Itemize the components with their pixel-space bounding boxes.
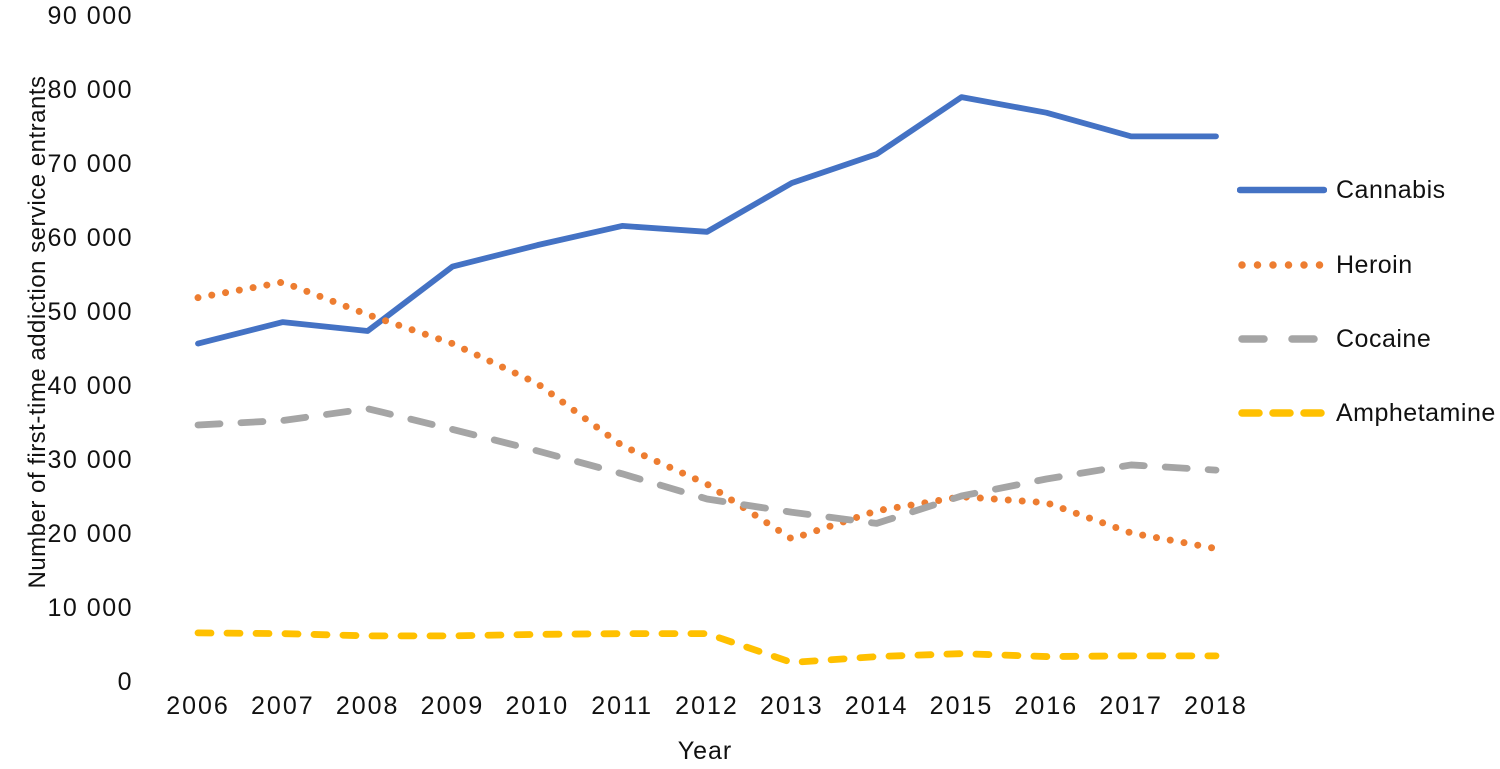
x-axis-tick-labels: 2006 2007 2008 2009 2010 2011 2012 2013 2014 2015…: [166, 692, 1248, 720]
y-tick-label: 60 000: [48, 224, 133, 252]
legend-swatch-heroin-icon: [1238, 261, 1327, 269]
y-tick-label: 90 000: [48, 2, 133, 30]
y-axis-tick-labels: 0 10 000 20 000 30 000 40 000 50 000 60 000 70 …: [48, 2, 133, 696]
x-tick-label: 2010: [506, 692, 570, 720]
legend-label-amphetamine: Amphetamine: [1336, 398, 1496, 427]
x-tick-label: 2016: [1015, 692, 1079, 720]
legend-item-heroin: Heroin: [1237, 250, 1413, 280]
x-tick-label: 2008: [336, 692, 400, 720]
y-tick-label: 80 000: [48, 76, 133, 104]
legend-swatch-amphetamine-icon: [1238, 409, 1327, 417]
x-tick-label: 2018: [1184, 692, 1248, 720]
x-tick-label: 2011: [591, 692, 653, 720]
y-tick-label: 30 000: [48, 446, 133, 474]
x-tick-label: 2007: [251, 692, 315, 720]
x-tick-label: 2009: [421, 692, 485, 720]
legend-label-cannabis: Cannabis: [1336, 175, 1446, 204]
x-tick-label: 2015: [930, 692, 994, 720]
series-line-heroin: [194, 278, 1220, 553]
x-tick-label: 2017: [1099, 692, 1163, 720]
y-tick-label: 0: [118, 668, 133, 696]
series-line-amphetamine: [194, 629, 1220, 666]
x-tick-label: 2012: [675, 692, 739, 720]
x-axis-title: Year: [677, 737, 733, 765]
legend-label-heroin: Heroin: [1336, 250, 1413, 279]
legend-label-cocaine: Cocaine: [1336, 324, 1432, 353]
legend-swatch-cannabis-icon: [1237, 186, 1327, 194]
y-tick-label: 50 000: [48, 298, 133, 326]
series-lines: [194, 94, 1220, 666]
y-tick-label: 10 000: [48, 594, 133, 622]
legend-item-cocaine: Cocaine: [1237, 324, 1431, 354]
y-axis-title: Number of first-time addiction service e…: [24, 75, 51, 589]
y-tick-label: 70 000: [48, 150, 133, 178]
x-tick-label: 2013: [760, 692, 824, 720]
x-tick-label: 2014: [845, 692, 909, 720]
x-tick-label: 2006: [166, 692, 230, 720]
legend-swatch-cocaine-icon: [1238, 335, 1327, 343]
series-line-cannabis: [195, 94, 1219, 347]
legend-item-amphetamine: Amphetamine: [1237, 398, 1496, 428]
y-tick-label: 20 000: [48, 520, 133, 548]
series-line-cocaine: [194, 405, 1220, 527]
y-tick-label: 40 000: [48, 372, 133, 400]
legend-item-cannabis: Cannabis: [1237, 175, 1446, 205]
